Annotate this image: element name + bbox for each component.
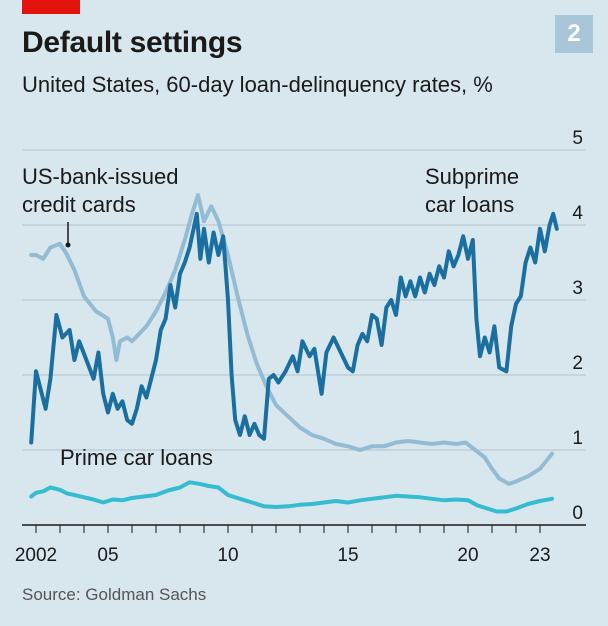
label-subprime-line2: car loans [425, 192, 514, 217]
label-credit-cards-line1: US-bank-issued [22, 164, 179, 189]
series-line-prime-car-loans [29, 480, 554, 514]
credit-cards-leader-dot [65, 242, 71, 248]
brand-tag [22, 0, 80, 14]
x-tick-label: 10 [217, 545, 238, 566]
x-tick-label: 05 [97, 545, 118, 566]
x-tick-label: 15 [337, 545, 358, 566]
series-line-subprime-car-loans [29, 211, 559, 445]
y-tick-label: 4 [572, 203, 583, 224]
chart-subtitle: United States, 60-day loan-delinquency r… [22, 72, 493, 97]
source-note: Source: Goldman Sachs [22, 585, 207, 604]
y-tick-label: 1 [572, 428, 583, 449]
x-tick-label: 2002 [15, 545, 57, 566]
x-tick-label: 20 [457, 545, 478, 566]
series-line-us-bank-issued-credit-cards [29, 193, 554, 486]
chart-title: Default settings [22, 26, 243, 59]
y-axis-ticks: 0 1 2 3 4 5 [572, 128, 583, 524]
series-annotations: US-bank-issued credit cards Subprime car… [22, 164, 519, 470]
series-lines [29, 193, 559, 514]
x-axis-ticks: 2002 05 10 15 20 23 [15, 525, 551, 566]
y-tick-label: 2 [572, 353, 583, 374]
label-subprime-line1: Subprime [425, 164, 519, 189]
chart-number-badge: 2 [555, 15, 593, 53]
y-tick-label: 0 [572, 503, 583, 524]
label-prime-car-loans: Prime car loans [60, 445, 213, 470]
label-credit-cards-line2: credit cards [22, 192, 136, 217]
x-tick-label: 23 [529, 545, 550, 566]
y-tick-label: 5 [572, 128, 583, 149]
y-tick-label: 3 [572, 278, 583, 299]
